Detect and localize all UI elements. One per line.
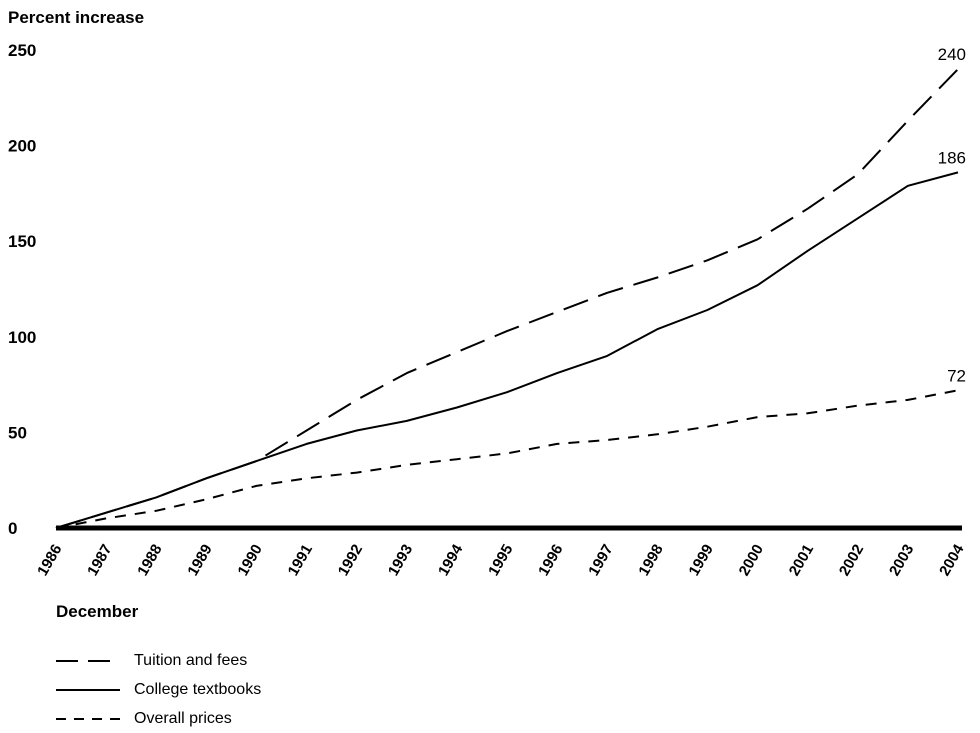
legend-label: College textbooks (134, 680, 262, 698)
x-tick-label: 2001 (786, 542, 817, 579)
legend: Tuition and fees College textbooks Overa… (56, 646, 261, 733)
x-tick-label: 2002 (836, 542, 867, 579)
x-axis-title: December (56, 602, 139, 621)
x-tick-label: 1997 (585, 542, 616, 579)
y-tick-label: 200 (8, 137, 36, 156)
end-value-label: 72 (947, 366, 966, 385)
end-value-label: 186 (938, 148, 966, 167)
x-tick-label: 2000 (736, 542, 767, 579)
x-tick-label: 2003 (886, 542, 917, 579)
x-tick-label: 1999 (685, 542, 716, 579)
legend-swatch-short-dash (56, 717, 120, 720)
x-tick-label: 1989 (184, 542, 215, 579)
y-tick-label: 50 (8, 423, 27, 442)
legend-swatch-long-dash (56, 659, 120, 662)
x-tick-label: 1987 (84, 542, 115, 579)
y-tick-label: 150 (8, 232, 36, 251)
y-axis-title: Percent increase (8, 8, 144, 27)
end-labels: 240 186 72 (938, 45, 966, 385)
legend-item-textbooks: College textbooks (56, 675, 261, 704)
x-tick-label: 1995 (485, 542, 516, 579)
y-tick-labels: 0 50 100 150 200 250 (8, 41, 36, 538)
x-tick-label: 1996 (535, 542, 566, 579)
x-tick-label: 2004 (936, 541, 968, 579)
x-tick-label: 1994 (435, 541, 467, 579)
legend-item-tuition: Tuition and fees (56, 646, 261, 675)
legend-swatch-solid (56, 688, 120, 691)
legend-item-overall: Overall prices (56, 704, 261, 733)
x-tick-label: 1988 (134, 542, 165, 579)
y-tick-label: 250 (8, 41, 36, 60)
x-tick-label: 1998 (635, 542, 666, 579)
x-tick-label: 1992 (335, 542, 366, 579)
legend-label: Tuition and fees (134, 651, 248, 669)
series-line-solid (55, 171, 959, 529)
legend-label: Overall prices (134, 709, 232, 727)
x-tick-label: 1993 (385, 542, 416, 579)
series-line-short-dash (55, 389, 959, 529)
x-tick-labels: 1986 1987 1988 1989 1990 1991 1992 1993 1994 1995… (34, 541, 968, 579)
series-lines (55, 68, 959, 529)
x-tick-label: 1991 (285, 542, 316, 579)
series-line-long-dash (55, 68, 959, 529)
x-tick-label: 1986 (34, 542, 65, 579)
y-tick-label: 0 (8, 519, 17, 538)
y-tick-label: 100 (8, 328, 36, 347)
x-tick-label: 1990 (234, 542, 265, 579)
end-value-label: 240 (938, 45, 966, 64)
